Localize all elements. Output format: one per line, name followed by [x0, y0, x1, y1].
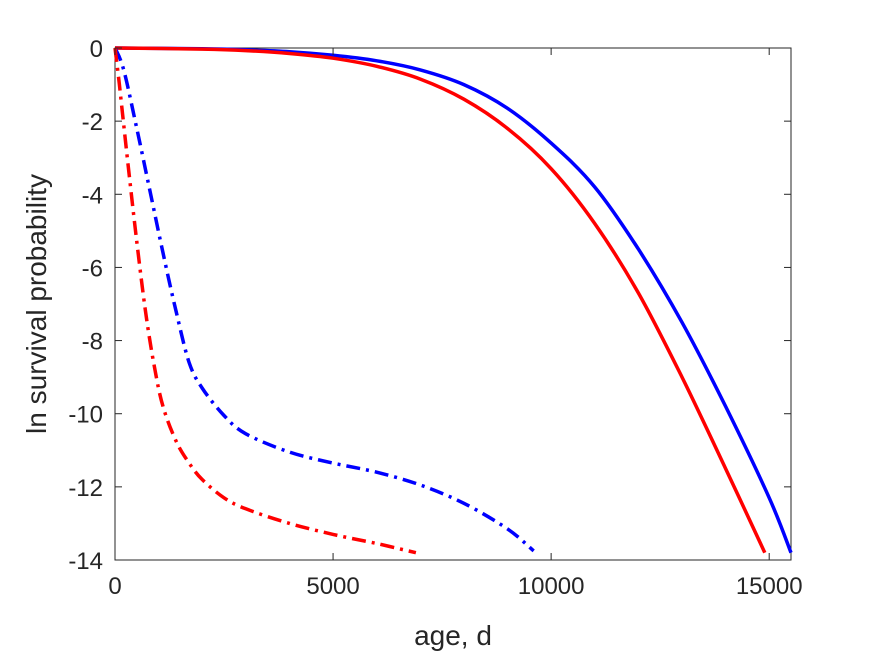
x-tick-label: 0 [108, 573, 121, 600]
y-tick-label: -14 [68, 548, 103, 575]
y-tick-label: -12 [68, 475, 103, 502]
series-red-dashdot-line [113, 47, 417, 555]
y-tick-label: -6 [82, 255, 103, 282]
series-blue-dashdot-line [113, 47, 535, 553]
series-layer [113, 46, 793, 555]
y-tick-label: -10 [68, 402, 103, 429]
x-tick-label: 5000 [306, 573, 359, 600]
series-red-solid-line [114, 46, 767, 554]
y-tick-label: -4 [82, 182, 103, 209]
y-axis-label: ln survival probability [21, 174, 52, 434]
plot-area [114, 47, 792, 561]
x-tick-label: 10000 [518, 573, 585, 600]
x-tick-label: 15000 [736, 573, 803, 600]
y-tick-label: -2 [82, 109, 103, 136]
tick-layer: 0 5000 10000 15000 0 -2 -4 -6 -8 -10 -12 -14 [68, 36, 802, 600]
y-tick-label: 0 [90, 36, 103, 63]
y-tick-label: -8 [82, 329, 103, 356]
x-axis-label: age, d [414, 620, 492, 651]
